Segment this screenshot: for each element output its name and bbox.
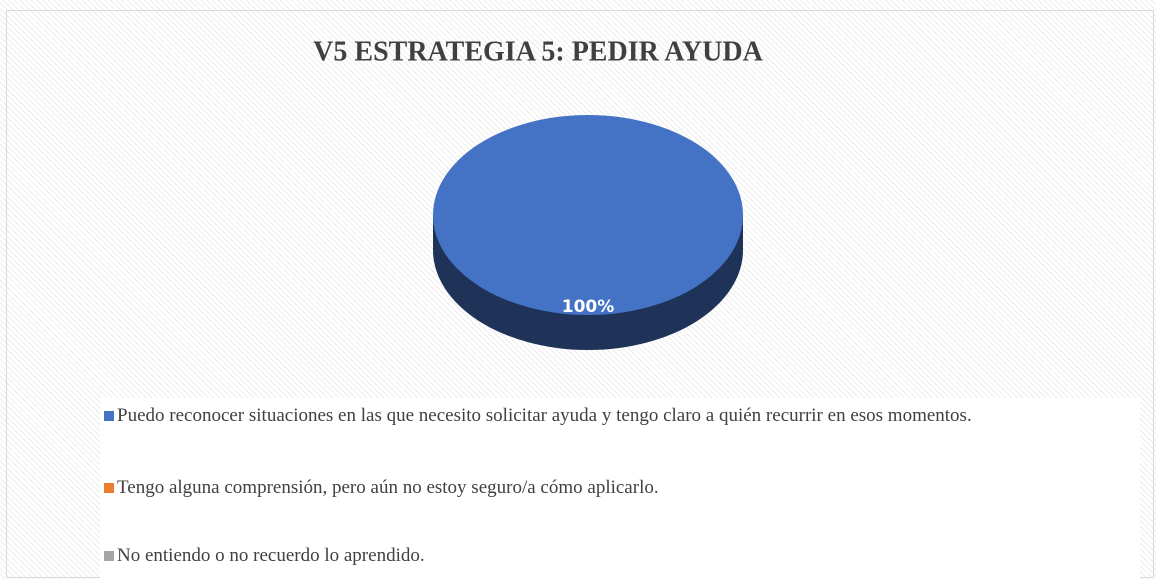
legend-item: No entiendo o no recuerdo lo aprendido. [102, 540, 1137, 571]
legend-label: Puedo reconocer situaciones en las que n… [117, 405, 972, 426]
chart-title: V5 ESTRATEGIA 5: PEDIR AYUDA [313, 36, 763, 67]
data-label: 100% [562, 297, 615, 317]
pie-slice [433, 115, 743, 315]
legend-swatch [104, 483, 114, 493]
legend-item: Puedo reconocer situaciones en las que n… [102, 400, 1137, 431]
legend-swatch [104, 551, 114, 561]
legend-label: No entiendo o no recuerdo lo aprendido. [117, 545, 425, 566]
legend-item: Tengo alguna comprensión, pero aún no es… [102, 472, 1137, 503]
legend-label: Tengo alguna comprensión, pero aún no es… [117, 477, 659, 498]
legend: Puedo reconocer situaciones en las que n… [100, 398, 1140, 579]
legend-swatch [104, 411, 114, 421]
